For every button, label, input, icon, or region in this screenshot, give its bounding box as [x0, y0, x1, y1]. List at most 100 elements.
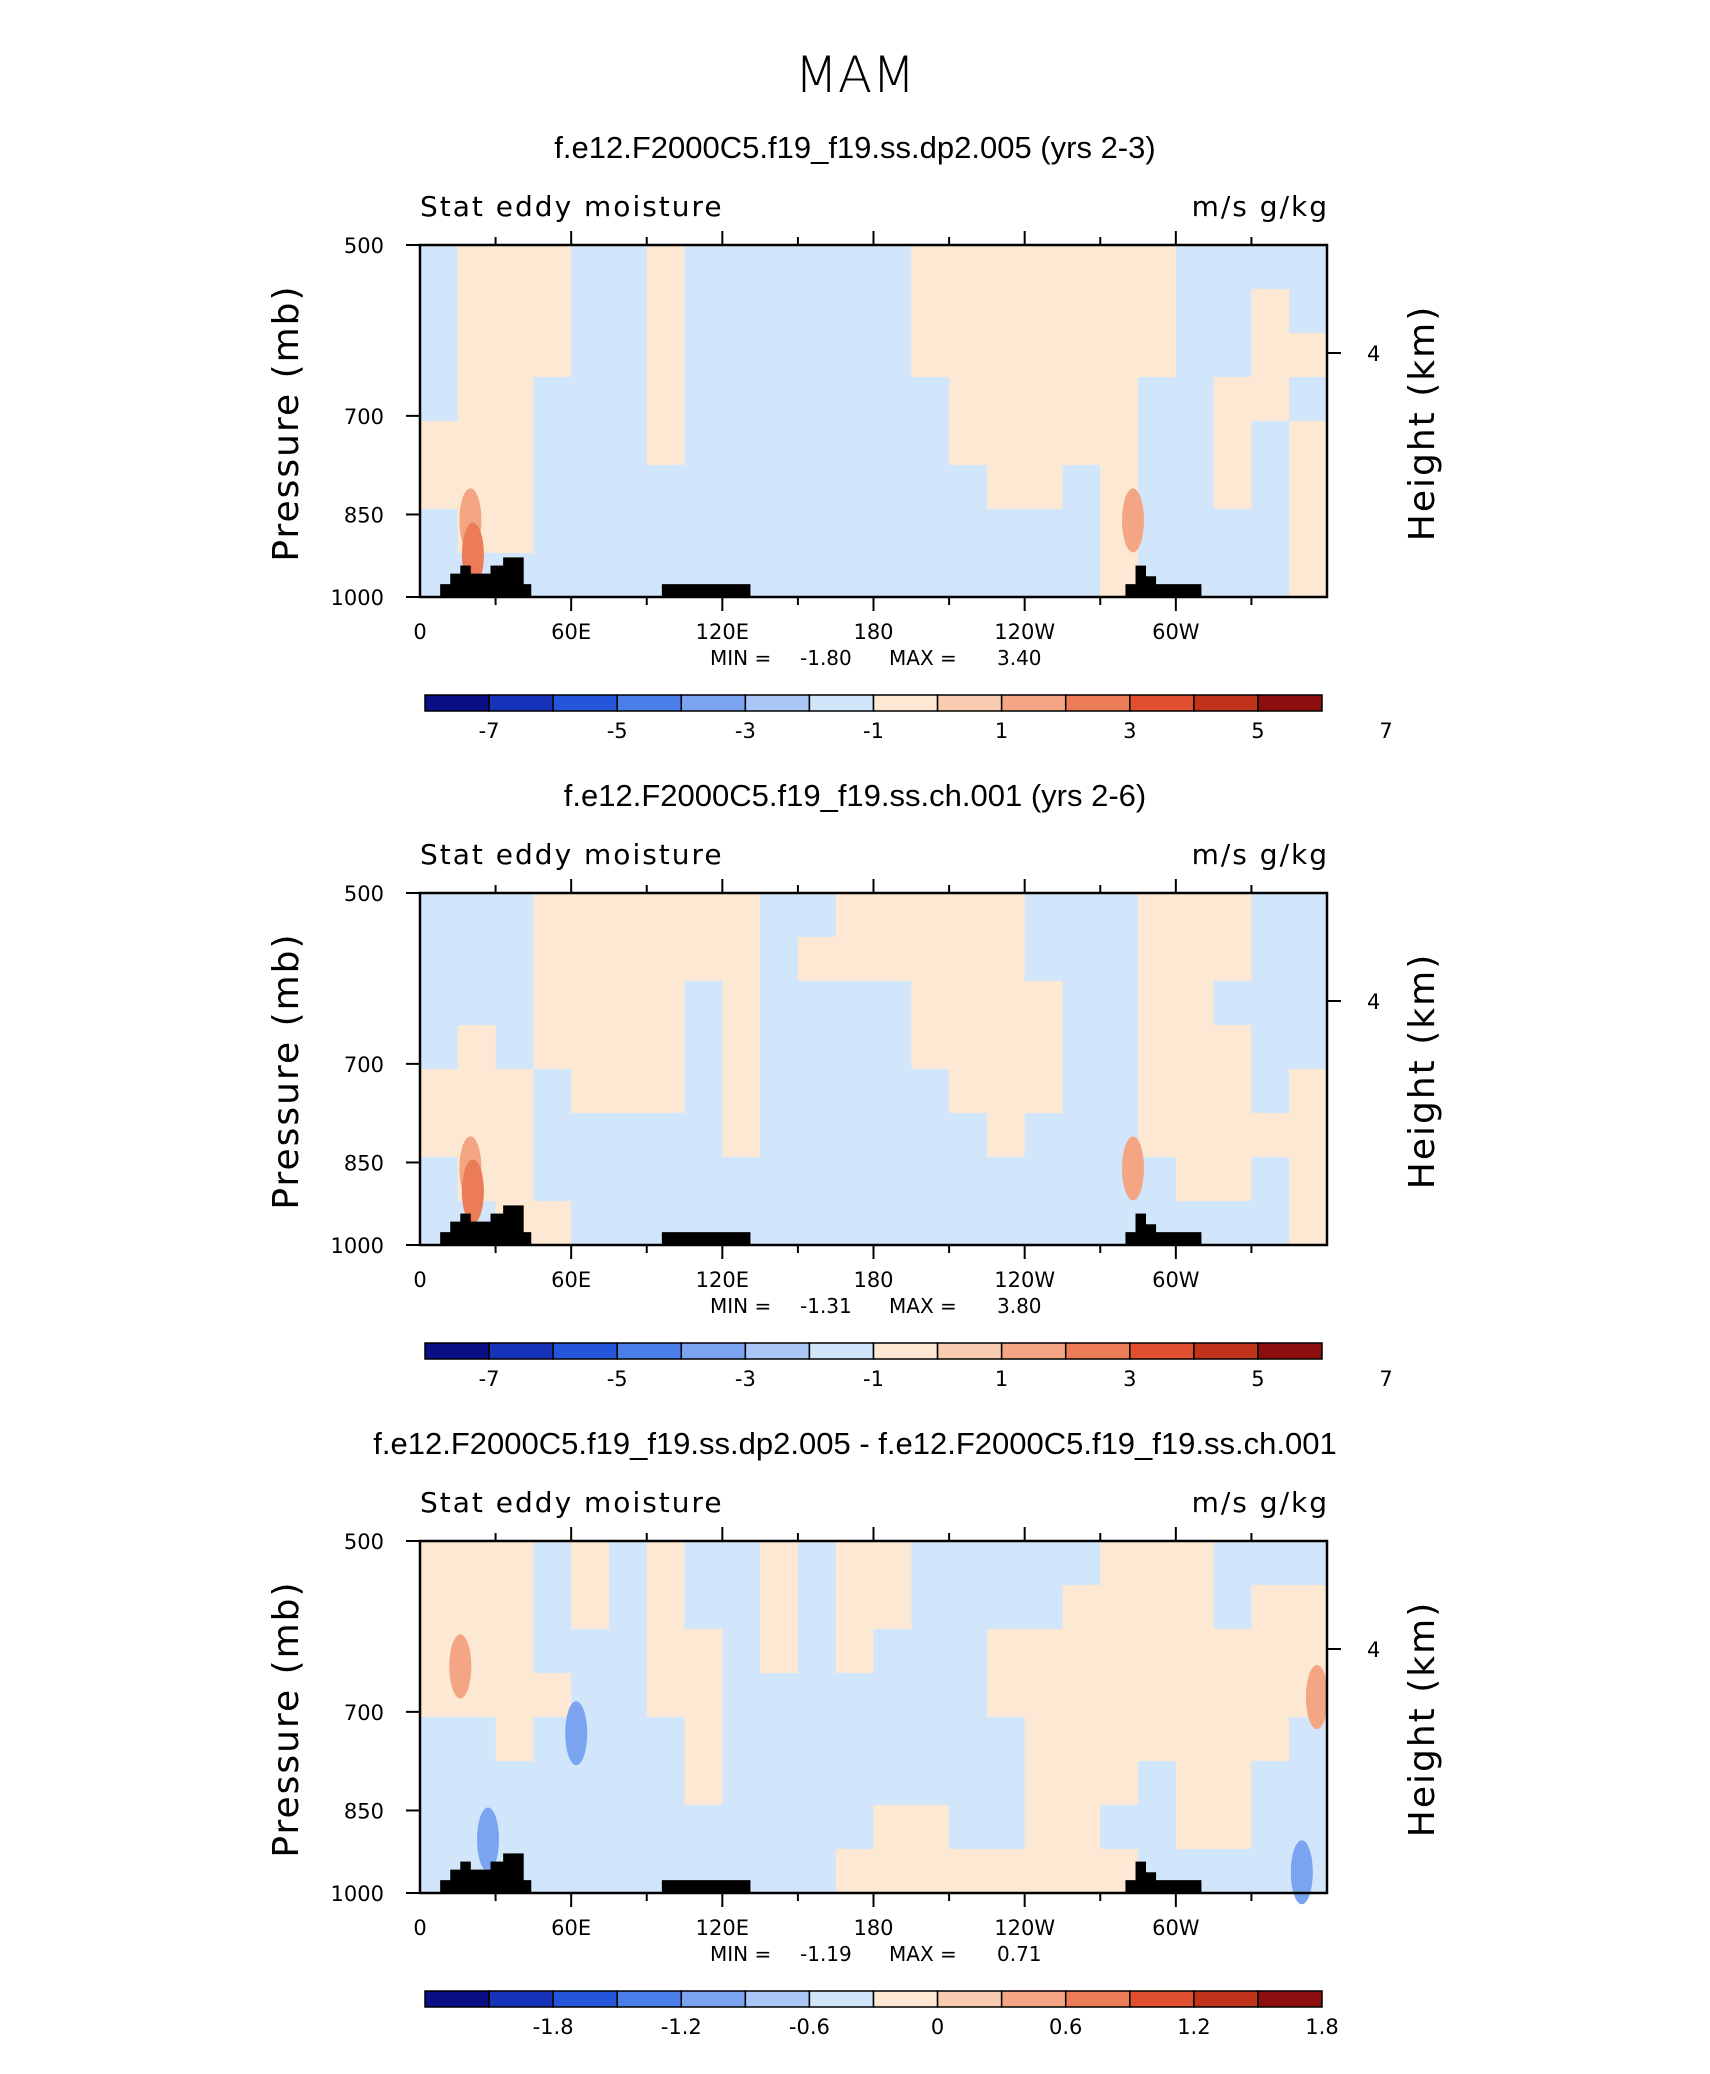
y2-tick-label: 4: [1367, 1638, 1380, 1662]
field-cell: [608, 1717, 648, 1762]
x-tick-label: 180: [853, 1916, 893, 1940]
field-cell: [608, 893, 648, 938]
field-cell: [1289, 981, 1328, 1026]
field-cell: [646, 1629, 686, 1674]
anomaly-blob: [449, 1634, 472, 1699]
field-cell: [835, 333, 875, 378]
field-cell: [797, 1025, 837, 1070]
field-cell: [911, 981, 950, 1026]
field-cell: [1251, 1157, 1290, 1202]
field-cell: [797, 1541, 837, 1586]
field-cell: [911, 1849, 950, 1894]
field-cell: [420, 465, 459, 510]
field-cell: [1138, 289, 1177, 334]
field-cell: [495, 1673, 534, 1718]
colorbar-box: [744, 1342, 811, 1360]
field-cell: [571, 553, 610, 598]
field-cell: [1100, 1069, 1139, 1114]
land-mask: [1155, 1880, 1202, 1893]
y2-axis-label: Height (km): [1402, 1601, 1443, 1837]
field-cell: [1024, 1805, 1064, 1850]
field-cell: [571, 937, 610, 982]
field-cell: [1062, 1201, 1101, 1246]
field-cell: [571, 289, 610, 334]
field-cell: [608, 465, 648, 510]
x-tick-label: 120W: [994, 620, 1055, 644]
field-cell: [949, 289, 988, 334]
field-cell: [911, 1673, 950, 1718]
field-cell: [495, 1805, 534, 1850]
field-cell: [873, 1025, 912, 1070]
field-cell: [533, 1113, 572, 1158]
field-cell: [1062, 1629, 1101, 1674]
land-mask: [480, 573, 491, 597]
field-cell: [797, 421, 837, 466]
field-cell: [986, 1157, 1026, 1202]
field-cell: [533, 1717, 572, 1762]
field-cell: [1289, 509, 1328, 554]
field-cell: [533, 289, 572, 334]
field-cell: [873, 509, 912, 554]
field-cell: [684, 1113, 723, 1158]
field-cell: [1062, 421, 1101, 466]
colorbar-box: [1257, 1990, 1323, 2008]
field-cell: [873, 937, 912, 982]
right-string: m/s g/kg: [1192, 190, 1329, 223]
land-mask: [661, 584, 751, 597]
field-cell: [533, 1673, 572, 1718]
land-mask: [460, 565, 471, 597]
field-cell: [1024, 1629, 1064, 1674]
field-cell: [420, 1157, 459, 1202]
field-cell: [420, 893, 459, 938]
field-cell: [571, 981, 610, 1026]
field-cell: [1024, 1069, 1064, 1114]
field-cell: [495, 1069, 534, 1114]
field-cell: [1100, 1805, 1139, 1850]
colorbar-box: [872, 694, 939, 712]
field-cell: [457, 1761, 497, 1806]
field-cell: [1175, 421, 1215, 466]
field-cell: [835, 1025, 875, 1070]
field-cell: [1289, 421, 1328, 466]
y-tick-label: 700: [344, 1053, 384, 1077]
field-cell: [911, 893, 950, 938]
field-cell: [1289, 289, 1328, 334]
field-cell: [911, 377, 950, 422]
max-value: 0.71: [997, 1942, 1042, 1966]
field-cell: [608, 1805, 648, 1850]
field-cell: [760, 1585, 799, 1630]
max-label: MAX =: [889, 1294, 957, 1318]
field-cell: [1100, 937, 1139, 982]
field-cell: [760, 421, 799, 466]
field-cell: [571, 465, 610, 510]
y-tick-label: 500: [344, 882, 384, 906]
field-cell: [1062, 1541, 1101, 1586]
field-cell: [986, 1673, 1026, 1718]
field-cell: [608, 1673, 648, 1718]
field-cell: [986, 1717, 1026, 1762]
field-cell: [571, 893, 610, 938]
field-cell: [1062, 1069, 1101, 1114]
x-tick-label: 180: [853, 620, 893, 644]
colorbar-box: [552, 694, 618, 712]
field-cell: [1213, 981, 1253, 1026]
field-cell: [533, 333, 572, 378]
anomaly-blob: [1122, 1136, 1144, 1201]
land-mask: [490, 1861, 504, 1893]
field-cell: [1138, 421, 1177, 466]
field-cell: [1062, 289, 1101, 334]
field-cell: [571, 509, 610, 554]
field-cell: [722, 1157, 761, 1202]
land-mask: [480, 1869, 491, 1893]
field-cell: [722, 1717, 761, 1762]
land-mask: [490, 565, 504, 597]
field-cell: [835, 245, 875, 290]
field-cell: [1024, 1673, 1064, 1718]
field-cell: [1062, 937, 1101, 982]
field-cell: [1024, 1113, 1064, 1158]
field-cell: [1213, 553, 1253, 598]
field-cell: [1062, 1585, 1101, 1630]
field-cell: [949, 893, 988, 938]
field-cell: [457, 1541, 497, 1586]
field-cell: [1024, 465, 1064, 510]
